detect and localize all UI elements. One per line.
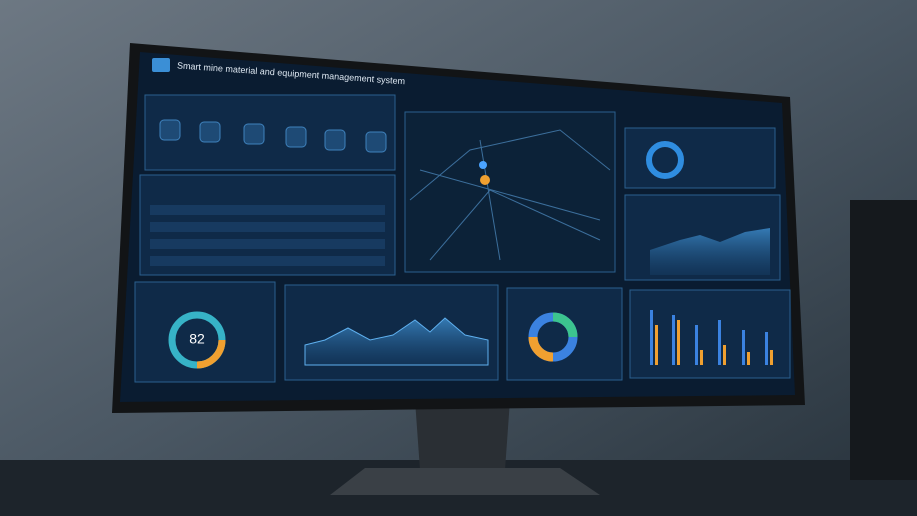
gauge — [646, 141, 684, 179]
area-chart — [304, 317, 489, 366]
map-pin — [480, 175, 490, 185]
side-device — [850, 200, 917, 480]
monitor-base — [330, 468, 600, 495]
status-donut-segment — [196, 339, 226, 369]
map-pin — [479, 161, 487, 169]
trend-area — [650, 228, 770, 275]
bars — [650, 310, 773, 365]
panel-area-chart — [284, 284, 499, 381]
logo — [152, 58, 170, 72]
monitor-neck — [415, 400, 510, 470]
map-roads — [409, 129, 611, 261]
panel-pie — [506, 287, 623, 381]
donut-value: 82 — [189, 331, 205, 347]
map-panel — [404, 111, 616, 273]
pie-segment — [552, 312, 578, 338]
pie-segment — [528, 336, 554, 362]
panel-equipment — [144, 94, 396, 171]
list-rows — [150, 205, 385, 266]
icon-row — [159, 119, 387, 153]
